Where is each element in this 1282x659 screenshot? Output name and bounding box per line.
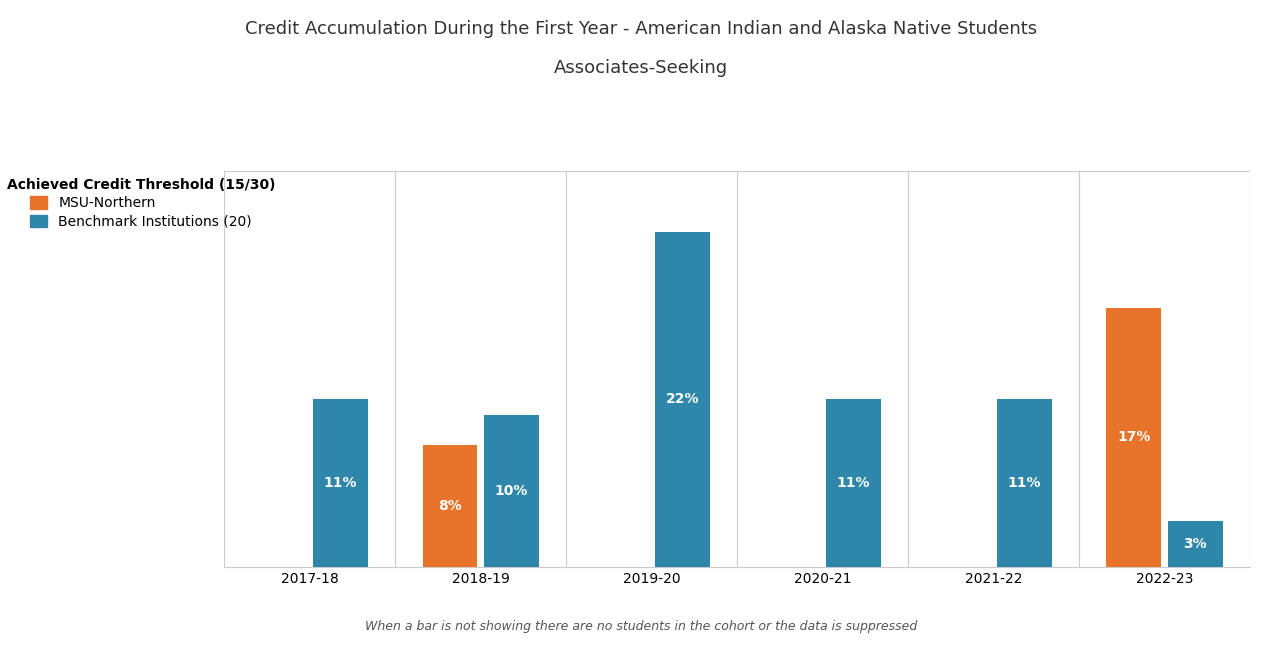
Bar bbox=[1106, 308, 1161, 567]
Text: 3%: 3% bbox=[1183, 537, 1208, 551]
Text: Associates-Seeking: Associates-Seeking bbox=[554, 59, 728, 77]
Text: 8%: 8% bbox=[438, 499, 462, 513]
Bar bbox=[1168, 521, 1223, 567]
Bar bbox=[485, 415, 538, 567]
Bar bbox=[423, 445, 477, 567]
Bar bbox=[997, 399, 1051, 567]
Text: When a bar is not showing there are no students in the cohort or the data is sup: When a bar is not showing there are no s… bbox=[365, 619, 917, 633]
Text: 11%: 11% bbox=[837, 476, 870, 490]
Text: 10%: 10% bbox=[495, 484, 528, 498]
Text: 22%: 22% bbox=[665, 393, 699, 407]
Bar bbox=[826, 399, 881, 567]
Legend: MSU-Northern, Benchmark Institutions (20): MSU-Northern, Benchmark Institutions (20… bbox=[6, 179, 276, 229]
Text: 11%: 11% bbox=[1008, 476, 1041, 490]
Text: 17%: 17% bbox=[1117, 430, 1150, 444]
Bar bbox=[313, 399, 368, 567]
Bar bbox=[655, 232, 710, 567]
Text: 11%: 11% bbox=[324, 476, 358, 490]
Text: Credit Accumulation During the First Year - American Indian and Alaska Native St: Credit Accumulation During the First Yea… bbox=[245, 20, 1037, 38]
